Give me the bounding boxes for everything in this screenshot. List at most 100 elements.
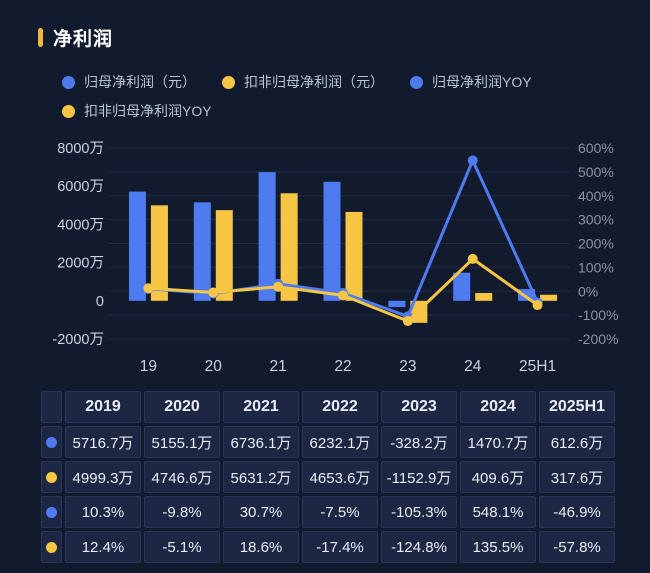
- table-cell: 10.3%: [65, 496, 141, 528]
- point-net-profit-deducted-yoy-21[interactable]: [273, 281, 284, 292]
- bar-net-profit-23[interactable]: [388, 300, 406, 308]
- series-marker-cell: [41, 461, 62, 493]
- right-axis-tick: 300%: [578, 212, 614, 228]
- table-cell: -7.5%: [302, 496, 378, 528]
- table-cell: 409.6万: [460, 461, 536, 493]
- bar-net-profit-20[interactable]: [193, 202, 211, 301]
- point-net-profit-deducted-yoy-25H1[interactable]: [532, 300, 543, 311]
- right-axis-tick: 100%: [578, 259, 614, 275]
- table-cell: -328.2万: [381, 426, 457, 458]
- table-cell: 5716.7万: [65, 426, 141, 458]
- left-axis-tick: 6000万: [57, 179, 104, 195]
- series-marker-cell: [41, 496, 62, 528]
- table-cell: 1470.7万: [460, 426, 536, 458]
- legend-item-label: 归母净利润（元）: [84, 74, 196, 90]
- right-axis-tick: -200%: [578, 331, 618, 347]
- table-header-row: 2019 2020 2021 2022 2023 2024 2025H1: [41, 391, 615, 423]
- series-marker-cell: [41, 531, 62, 563]
- right-axis-tick: 600%: [578, 140, 614, 156]
- left-axis-tick: 8000万: [57, 141, 104, 157]
- legend-item-net-profit-yoy[interactable]: 归母净利润YOY: [410, 72, 532, 92]
- bar-net-profit-deducted-25H1[interactable]: [540, 294, 558, 301]
- table-cell: 4653.6万: [302, 461, 378, 493]
- table-header-cell: 2019: [65, 391, 141, 423]
- x-axis-label: 22: [334, 358, 351, 375]
- table-cell: 6232.1万: [302, 426, 378, 458]
- series-marker-cell: [41, 426, 62, 458]
- bar-net-profit-deducted-19[interactable]: [150, 205, 168, 301]
- legend-item-net-profit-deducted-yoy[interactable]: 扣非归母净利润YOY: [62, 101, 212, 121]
- right-axis-tick: 200%: [578, 236, 614, 252]
- legend-dot-icon: [410, 75, 423, 89]
- bar-net-profit-24[interactable]: [453, 272, 471, 301]
- legend-item-net-profit-deducted[interactable]: 扣非归母净利润（元）: [222, 72, 384, 92]
- x-axis-label: 23: [399, 358, 416, 375]
- bar-net-profit-deducted-22[interactable]: [345, 211, 363, 301]
- x-axis-label: 25H1: [519, 358, 556, 375]
- net-profit-table: 2019 2020 2021 2022 2023 2024 2025H1 5716.7万 515…: [38, 388, 618, 566]
- table-header-cell: 2021: [223, 391, 299, 423]
- point-net-profit-deducted-yoy-19[interactable]: [143, 283, 154, 294]
- table-header-cell: 2025H1: [539, 391, 615, 423]
- table-cell: 12.4%: [65, 531, 141, 563]
- table-cell: -57.8%: [539, 531, 615, 563]
- table-cell: 317.6万: [539, 461, 615, 493]
- table-cell: -9.8%: [144, 496, 220, 528]
- table-cell: 5155.1万: [144, 426, 220, 458]
- left-axis-tick: 2000万: [57, 256, 104, 272]
- x-axis-label: 20: [205, 358, 223, 375]
- table-cell: 30.7%: [223, 496, 299, 528]
- left-axis-tick: 0: [96, 294, 104, 310]
- table-header-cell: 2020: [144, 391, 220, 423]
- title-accent-bar-icon: [38, 28, 43, 47]
- table-header-cell: 2024: [460, 391, 536, 423]
- table-cell: 18.6%: [223, 531, 299, 563]
- table-row: 10.3% -9.8% 30.7% -7.5% -105.3% 548.1% -46.9%: [41, 496, 615, 528]
- right-axis-tick: -100%: [578, 307, 618, 323]
- table-cell: -124.8%: [381, 531, 457, 563]
- series-marker-icon: [46, 437, 57, 449]
- table-cell: 612.6万: [539, 426, 615, 458]
- legend-item-net-profit[interactable]: 归母净利润（元）: [62, 72, 196, 92]
- legend-item-label: 扣非归母净利润YOY: [84, 103, 212, 119]
- x-axis-label: 24: [464, 358, 482, 375]
- table-cell: 6736.1万: [223, 426, 299, 458]
- legend-item-label: 扣非归母净利润（元）: [244, 74, 384, 90]
- series-marker-icon: [46, 507, 57, 519]
- bar-net-profit-deducted-24[interactable]: [475, 292, 493, 301]
- table-corner-cell: [41, 391, 62, 423]
- left-axis-tick: 4000万: [57, 217, 104, 233]
- table-cell: -46.9%: [539, 496, 615, 528]
- left-axis-tick: -2000万: [52, 332, 104, 348]
- chart-legend: 归母净利润（元） 扣非归母净利润（元） 归母净利润YOY 扣非归母净利润YOY: [62, 72, 607, 121]
- bar-net-profit-22[interactable]: [323, 181, 341, 301]
- series-marker-icon: [46, 472, 57, 484]
- section-header: 净利润: [38, 24, 113, 51]
- point-net-profit-deducted-yoy-24[interactable]: [467, 253, 478, 264]
- point-net-profit-deducted-yoy-23[interactable]: [402, 316, 413, 327]
- table-cell: -1152.9万: [381, 461, 457, 493]
- point-net-profit-deducted-yoy-20[interactable]: [208, 287, 219, 298]
- bar-net-profit-deducted-20[interactable]: [215, 210, 233, 301]
- table-row: 5716.7万 5155.1万 6736.1万 6232.1万 -328.2万 1470.…: [41, 426, 615, 458]
- bar-net-profit-deducted-21[interactable]: [280, 193, 298, 301]
- table-cell: 4999.3万: [65, 461, 141, 493]
- table-row: 4999.3万 4746.6万 5631.2万 4653.6万 -1152.9万 409.…: [41, 461, 615, 493]
- point-net-profit-yoy-24[interactable]: [467, 155, 478, 166]
- table-cell: 135.5%: [460, 531, 536, 563]
- bar-net-profit-19[interactable]: [128, 191, 146, 301]
- series-marker-icon: [46, 542, 57, 554]
- right-axis-tick: 0%: [578, 283, 598, 299]
- point-net-profit-deducted-yoy-22[interactable]: [338, 290, 348, 301]
- table-cell: 548.1%: [460, 496, 536, 528]
- table-cell: -17.4%: [302, 531, 378, 563]
- legend-item-label: 归母净利润YOY: [432, 74, 532, 90]
- bar-net-profit-25H1[interactable]: [518, 289, 536, 301]
- right-axis-tick: 400%: [578, 188, 614, 204]
- table-header-cell: 2022: [302, 391, 378, 423]
- net-profit-chart[interactable]: 8000万 6000万 4000万 2000万 0 -2000万 600% 500% 400% 3…: [0, 140, 650, 388]
- table-cell: -5.1%: [144, 531, 220, 563]
- bar-net-profit-21[interactable]: [258, 172, 276, 301]
- legend-dot-icon: [222, 75, 235, 89]
